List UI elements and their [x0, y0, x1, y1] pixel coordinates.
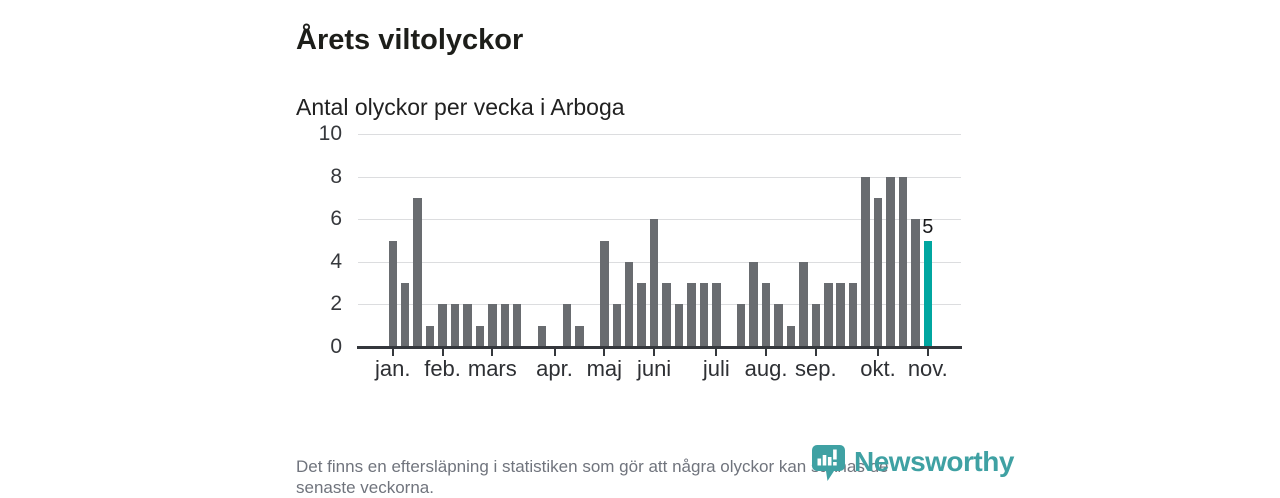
bar-week-25 — [687, 283, 696, 347]
x-tick-nov — [926, 349, 929, 356]
x-tick-apr — [553, 349, 556, 356]
y-axis-label-0: 0 — [330, 335, 342, 358]
bar-week-40 — [873, 197, 883, 347]
bar-week-38 — [848, 283, 858, 347]
footnote-line-1: Det finns en eftersläpning i statistiken… — [296, 457, 889, 476]
x-label-sep: sep. — [795, 356, 837, 381]
chart-title: Årets viltolyckor — [296, 24, 524, 57]
bar-week-43 — [911, 219, 920, 347]
footnote-line-2: senaste veckorna. — [296, 478, 434, 497]
gridline-10 — [358, 134, 961, 135]
bar-week-32 — [774, 304, 783, 347]
bar-week-18 — [600, 240, 609, 347]
bar-week-42 — [898, 176, 908, 347]
bar-week-23 — [662, 283, 671, 347]
x-tick-sep — [814, 349, 817, 356]
y-axis-label-6: 6 — [330, 207, 342, 231]
y-axis-label-8: 8 — [330, 164, 342, 188]
bar-week-36 — [824, 283, 833, 347]
bar-week-20 — [624, 261, 634, 347]
bar-week-6 — [450, 304, 460, 347]
x-tick-maj — [603, 349, 606, 356]
y-axis-label-10: 10 — [318, 122, 342, 145]
bar-week-3 — [413, 197, 422, 347]
bar-week-4 — [425, 325, 435, 347]
y-axis-label-2: 2 — [330, 292, 342, 316]
x-tick-okt — [877, 349, 880, 356]
bar-week-27 — [712, 283, 721, 347]
plot-area — [358, 134, 961, 347]
bar-week-33 — [786, 325, 796, 347]
x-axis-line — [357, 346, 962, 349]
bar-week-29 — [736, 304, 746, 347]
bar-week-39 — [861, 176, 870, 347]
bar-week-26 — [699, 283, 709, 347]
bar-week-19 — [612, 304, 621, 347]
bar-week-7 — [463, 304, 472, 347]
x-label-maj: maj — [586, 356, 623, 381]
highlight-value-label: 5 — [922, 215, 934, 238]
x-label-okt: okt. — [860, 356, 896, 381]
bar-week-44 — [923, 240, 933, 347]
bar-week-22 — [649, 219, 659, 347]
newsworthy-logo-text: Newsworthy — [854, 446, 1014, 477]
bar-week-1 — [388, 240, 398, 347]
gridline-8 — [358, 176, 961, 178]
x-label-juni: juni — [636, 356, 672, 381]
bar-week-41 — [886, 176, 895, 347]
x-tick-feb — [441, 349, 444, 356]
x-label-juli: juli — [702, 356, 730, 381]
bar-week-13 — [537, 325, 547, 347]
bar-week-37 — [836, 283, 845, 347]
x-tick-juli — [715, 349, 718, 356]
bar-week-31 — [761, 283, 771, 347]
bar-week-30 — [749, 261, 758, 347]
bar-week-24 — [674, 304, 684, 347]
x-tick-juni — [653, 349, 656, 356]
footnote: Det finns en eftersläpning i statistiken… — [296, 456, 888, 498]
x-label-jan: jan. — [375, 356, 411, 381]
x-label-mars: mars — [467, 356, 517, 381]
bar-week-21 — [637, 283, 646, 347]
bar-week-8 — [475, 325, 485, 347]
x-tick-mars — [491, 349, 494, 356]
y-axis-label-4: 4 — [330, 249, 342, 273]
infographic: Årets viltolyckor Antal olyckor per veck… — [296, 24, 1014, 497]
x-label-nov: nov. — [907, 356, 948, 381]
newsworthy-logo-icon — [812, 445, 845, 481]
x-tick-jan — [391, 349, 394, 356]
bar-week-34 — [799, 261, 808, 347]
gridline-2 — [358, 304, 961, 306]
bar-week-35 — [811, 304, 821, 347]
x-label-feb: feb. — [424, 356, 461, 381]
bar-week-9 — [488, 304, 497, 347]
x-label-aug: aug. — [744, 356, 788, 381]
bar-week-10 — [500, 304, 510, 347]
bar-week-11 — [512, 304, 522, 347]
chart-subtitle: Antal olyckor per vecka i Arboga — [296, 94, 625, 121]
x-label-apr: apr. — [536, 356, 573, 381]
bar-week-16 — [575, 325, 584, 347]
bar-week-15 — [562, 304, 572, 347]
x-tick-aug — [765, 349, 768, 356]
bar-week-2 — [400, 283, 410, 347]
gridline-4 — [358, 261, 961, 263]
gridline-6 — [358, 219, 961, 221]
bar-week-5 — [438, 304, 447, 347]
newsworthy-logo: Newsworthy — [812, 445, 1014, 481]
